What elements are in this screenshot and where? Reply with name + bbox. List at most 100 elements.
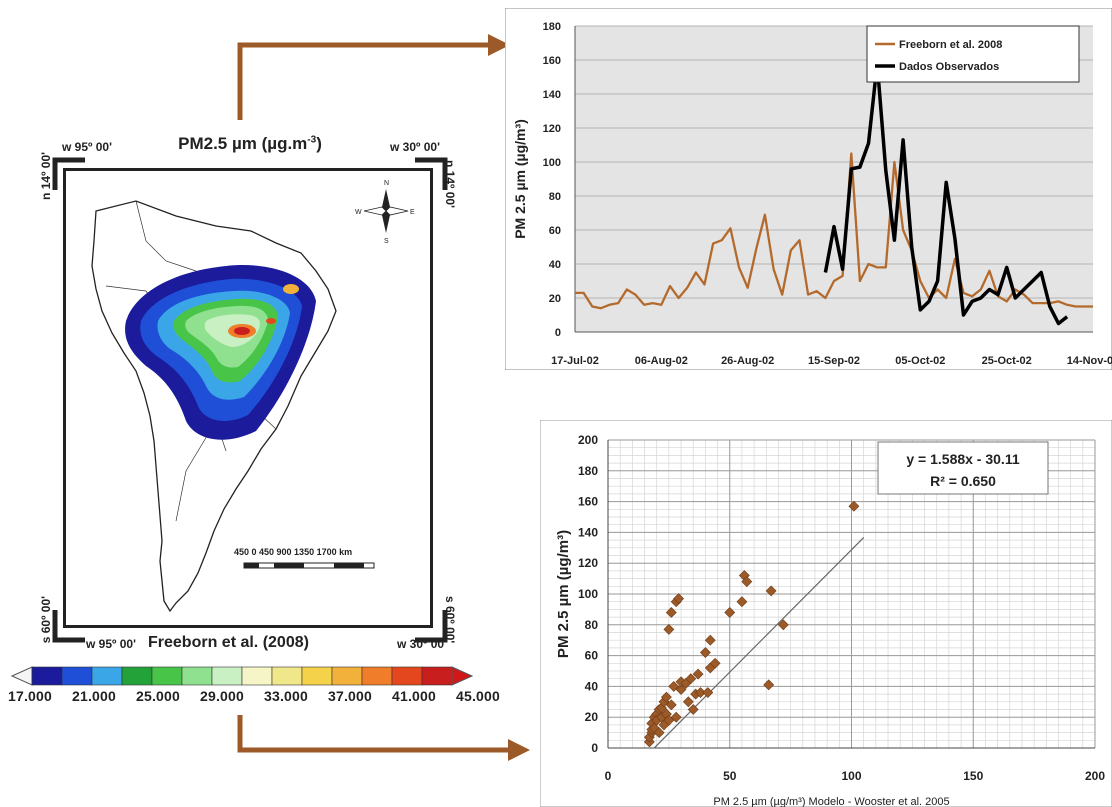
legend-label: Freeborn et al. 2008 — [899, 39, 1002, 51]
line-series-observed — [823, 61, 1069, 326]
scatter-point — [692, 668, 704, 680]
scatter-point — [736, 596, 748, 608]
scatter-point — [661, 691, 672, 703]
scatter-trendline — [653, 537, 865, 749]
scatter-point — [702, 687, 714, 698]
scatter-equation-box — [877, 441, 1049, 495]
arrow-to-line-chart — [237, 42, 490, 120]
scatter-xlabel: PM 2.5 µm (µg/m³) Modelo - Wooster et al… — [713, 796, 949, 807]
line-chart-ytick-label: 80 — [549, 191, 561, 203]
compass-w: W — [355, 209, 362, 216]
line-chart-xtick-label: 26-Aug-02 — [721, 355, 774, 367]
scatter-point — [685, 673, 697, 685]
line-series-freeborn — [575, 152, 1093, 310]
line-chart-ytick-label: 180 — [543, 21, 561, 33]
colorbar-right-arrow — [451, 666, 474, 686]
scatter-xtick-label: 150 — [963, 769, 983, 783]
scatter-ytick-label: 60 — [585, 649, 599, 663]
colorbar-label: 45.000 — [456, 688, 501, 704]
line-chart-xtick-label: 14-Nov-02 — [1067, 355, 1112, 367]
colorbar-label: 25.000 — [136, 688, 181, 704]
line-chart-ytick-label: 120 — [543, 123, 561, 135]
compass-rose: N S E W — [355, 180, 415, 245]
line-chart-ytick-label: 140 — [543, 89, 561, 101]
line-chart-ytick-label: 0 — [555, 327, 561, 339]
colorbar-labels: 17.000 21.000 25.000 29.000 33.000 37.000 41.0… — [8, 688, 500, 708]
scatter-ylabel: PM 2.5 µm (µg/m³) — [555, 530, 572, 658]
line-chart-xtick-label: 25-Oct-02 — [982, 355, 1032, 367]
scatter-xtick-label: 50 — [723, 769, 737, 783]
scatter-point — [777, 619, 789, 631]
scatter-xtick-label: 0 — [605, 769, 612, 783]
scatter-point — [741, 576, 753, 588]
scatter-point — [675, 684, 687, 695]
scatter-ytick-label: 120 — [578, 556, 598, 570]
line-chart-xtick-label: 15-Sep-02 — [808, 355, 860, 367]
map-title: PM2.5 µm (µg.m-3) — [178, 134, 322, 153]
line-chart-ytick-label: 100 — [543, 157, 561, 169]
arrow-to-scatter-chart — [237, 715, 510, 753]
colorbar-label: 17.000 — [8, 688, 53, 704]
scale-label: 450 0 450 900 1350 1700 km — [234, 547, 352, 557]
colorbar-label: 21.000 — [72, 688, 117, 704]
scatter-point — [665, 699, 677, 711]
colorbar-label: 41.000 — [392, 688, 437, 704]
scatter-point — [682, 696, 694, 708]
pm25-contours — [125, 265, 316, 440]
scatter-ytick-label: 0 — [591, 741, 598, 755]
line-chart-xtick-label: 17-Jul-02 — [551, 355, 599, 367]
line-chart-ytick-label: 60 — [549, 225, 561, 237]
coord-top-left: w 95º 00' — [62, 140, 112, 154]
scatter-ytick-label: 20 — [585, 710, 599, 724]
scatter-point — [848, 500, 860, 512]
line-chart-ytick-label: 20 — [549, 293, 561, 305]
arrowhead-bottom — [508, 739, 530, 761]
scatter-ytick-label: 140 — [578, 525, 598, 539]
scatter-point — [699, 647, 711, 658]
colorbar — [10, 666, 474, 686]
line-chart-ylabel: PM 2.5 µm (µg/m³) — [512, 119, 528, 239]
scatter-xtick-label: 100 — [841, 769, 861, 783]
scatter-ytick-label: 200 — [578, 433, 598, 447]
line-chart-ytick-label: 160 — [543, 55, 561, 67]
line-chart-ytick-label: 40 — [549, 259, 561, 271]
scatter-xtick-label: 200 — [1085, 769, 1105, 783]
scatter-ytick-label: 100 — [578, 587, 598, 601]
colorbar-label: 37.000 — [328, 688, 373, 704]
scatter-point — [687, 704, 699, 715]
scatter-point — [724, 607, 736, 618]
scatter-ytick-label: 180 — [578, 464, 598, 478]
scatter-point — [670, 711, 682, 723]
scatter-r-squared: R² = 0.650 — [930, 473, 996, 489]
scatter-point — [695, 687, 706, 698]
coord-top-right: w 30º 00' — [390, 140, 440, 154]
map-frame: N S E W 450 0 450 900 1350 1700 km — [63, 168, 433, 628]
line-chart: 0 20 40 60 80 100 120 140 160 180 17-Jul-02 06-Aug-… — [505, 8, 1112, 370]
scatter-point — [765, 585, 777, 597]
scatter-point — [763, 679, 775, 691]
scatter-point — [704, 634, 716, 646]
south-america-map: N S E W 450 0 450 900 1350 1700 km — [91, 180, 415, 613]
scatter-point — [673, 593, 685, 605]
compass-s: S — [384, 238, 389, 245]
coord-bottom-left: w 95º 00' — [86, 637, 136, 651]
compass-e: E — [410, 209, 415, 216]
scatter-ytick-label: 40 — [585, 679, 599, 693]
arrowhead-top — [488, 34, 510, 56]
colorbar-label: 29.000 — [200, 688, 245, 704]
map-corner-brackets — [52, 157, 448, 643]
scatter-point — [653, 727, 665, 739]
scatter-equation: y = 1.588x - 30.11 — [906, 451, 1019, 467]
map-source: Freeborn et al. (2008) — [148, 634, 309, 651]
scatter-point — [709, 657, 721, 669]
scatter-point — [665, 607, 677, 618]
line-chart-legend — [866, 25, 1080, 83]
line-chart-xtick-label: 06-Aug-02 — [635, 355, 688, 367]
scatter-ytick-label: 160 — [578, 495, 598, 509]
legend-label: Dados Observados — [899, 61, 999, 73]
colorbar-label: 33.000 — [264, 688, 309, 704]
scatter-point — [663, 623, 675, 635]
scatter-ytick-label: 80 — [585, 618, 599, 632]
compass-n: N — [384, 180, 389, 187]
